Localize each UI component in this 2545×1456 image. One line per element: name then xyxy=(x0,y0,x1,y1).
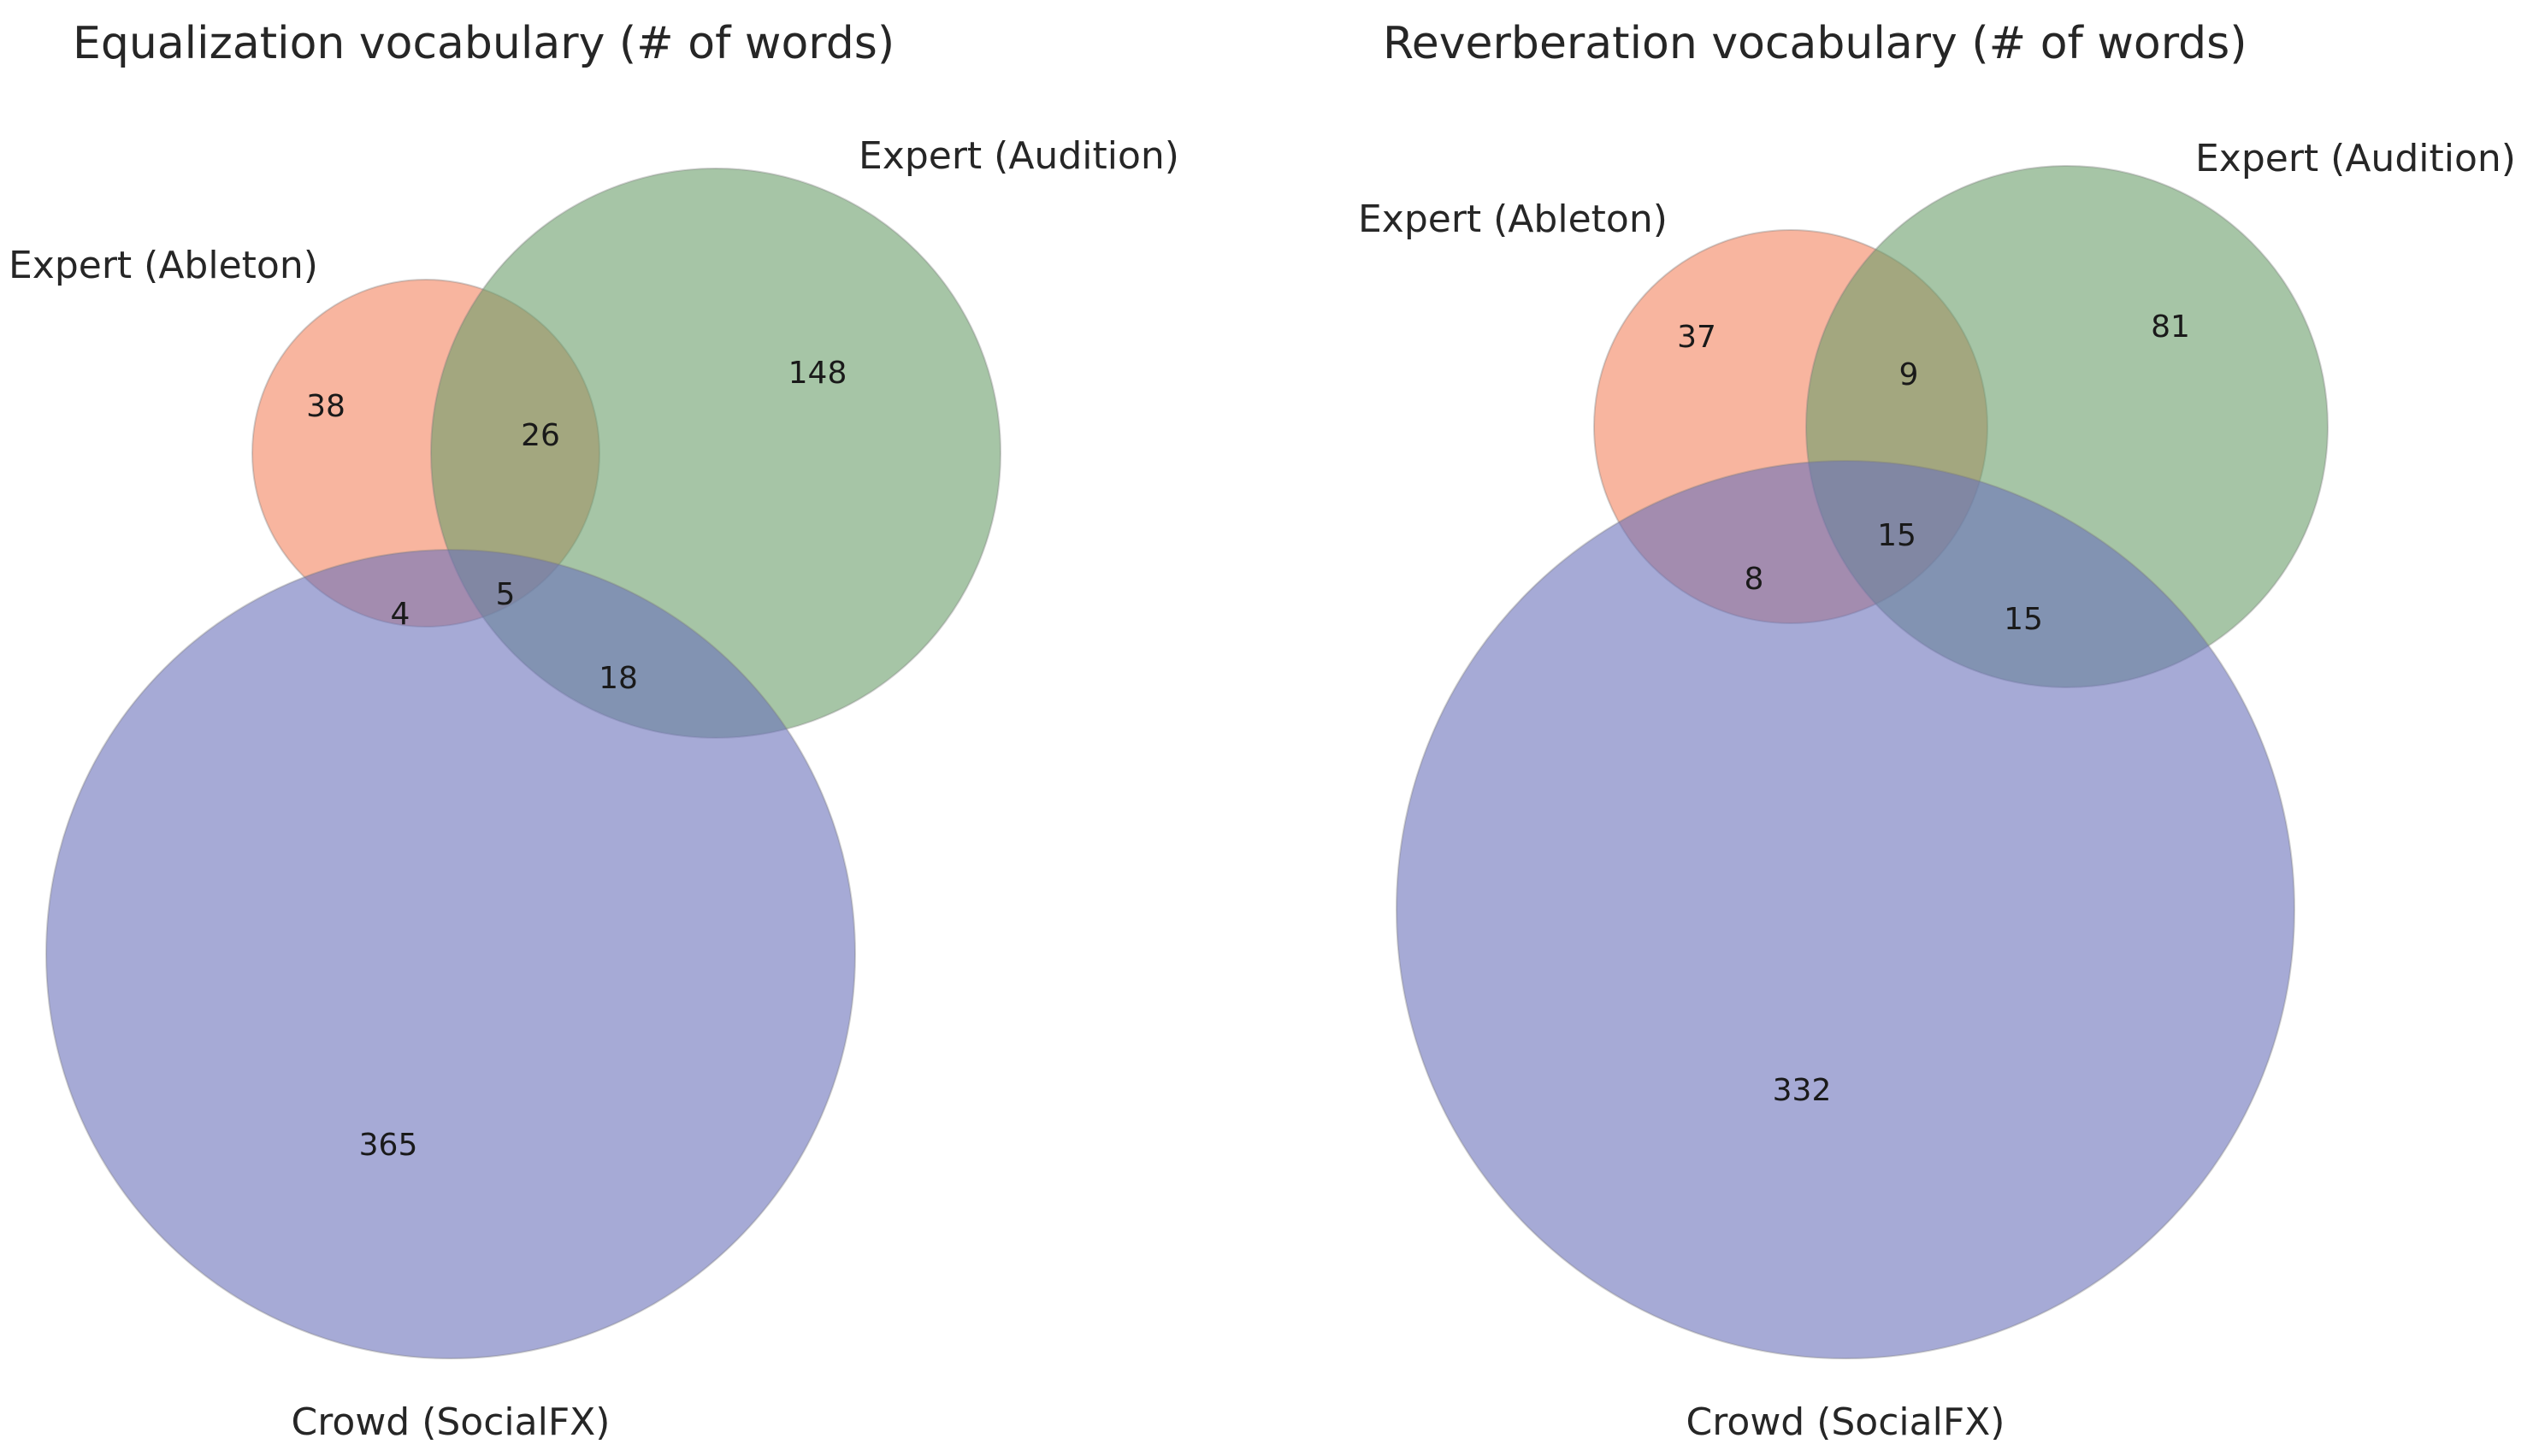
chart-title: Equalization vocabulary (# of words) xyxy=(73,18,895,69)
set-label-crowd: Crowd (SocialFX) xyxy=(292,1400,611,1444)
region-count-ableton-audition: 26 xyxy=(521,418,560,453)
region-count-ableton-audition-crowd: 15 xyxy=(1877,518,1916,553)
region-count-audition-crowd: 15 xyxy=(2004,602,2043,637)
region-count-ableton: 37 xyxy=(1677,320,1716,355)
region-count-audition: 148 xyxy=(788,356,847,391)
region-count-crowd: 332 xyxy=(1773,1073,1832,1108)
region-count-ableton: 38 xyxy=(306,389,345,424)
region-count-ableton-crowd: 4 xyxy=(391,597,410,632)
set-label-crowd: Crowd (SocialFX) xyxy=(1686,1400,2005,1444)
venn-circle-crowd xyxy=(1396,460,2295,1359)
chart-title: Reverberation vocabulary (# of words) xyxy=(1383,18,2247,69)
region-count-audition-crowd: 18 xyxy=(599,661,638,696)
set-label-ableton: Expert (Ableton) xyxy=(9,244,318,287)
region-count-crowd: 365 xyxy=(359,1128,418,1163)
region-count-ableton-audition-crowd: 5 xyxy=(496,577,516,612)
region-count-ableton-crowd: 8 xyxy=(1745,562,1764,597)
venn-circle-crowd xyxy=(45,549,856,1359)
region-count-audition: 81 xyxy=(2151,309,2190,345)
set-label-audition: Expert (Audition) xyxy=(859,134,1179,178)
venn-diagram-1: Equalization vocabulary (# of words) Expe… xyxy=(9,18,1179,1444)
set-label-audition: Expert (Audition) xyxy=(2195,137,2516,180)
venn-diagram-2: Reverberation vocabulary (# of words) Exp… xyxy=(1358,18,2516,1444)
region-count-ableton-audition: 9 xyxy=(1899,357,1919,392)
set-label-ableton: Expert (Ableton) xyxy=(1358,197,1668,241)
